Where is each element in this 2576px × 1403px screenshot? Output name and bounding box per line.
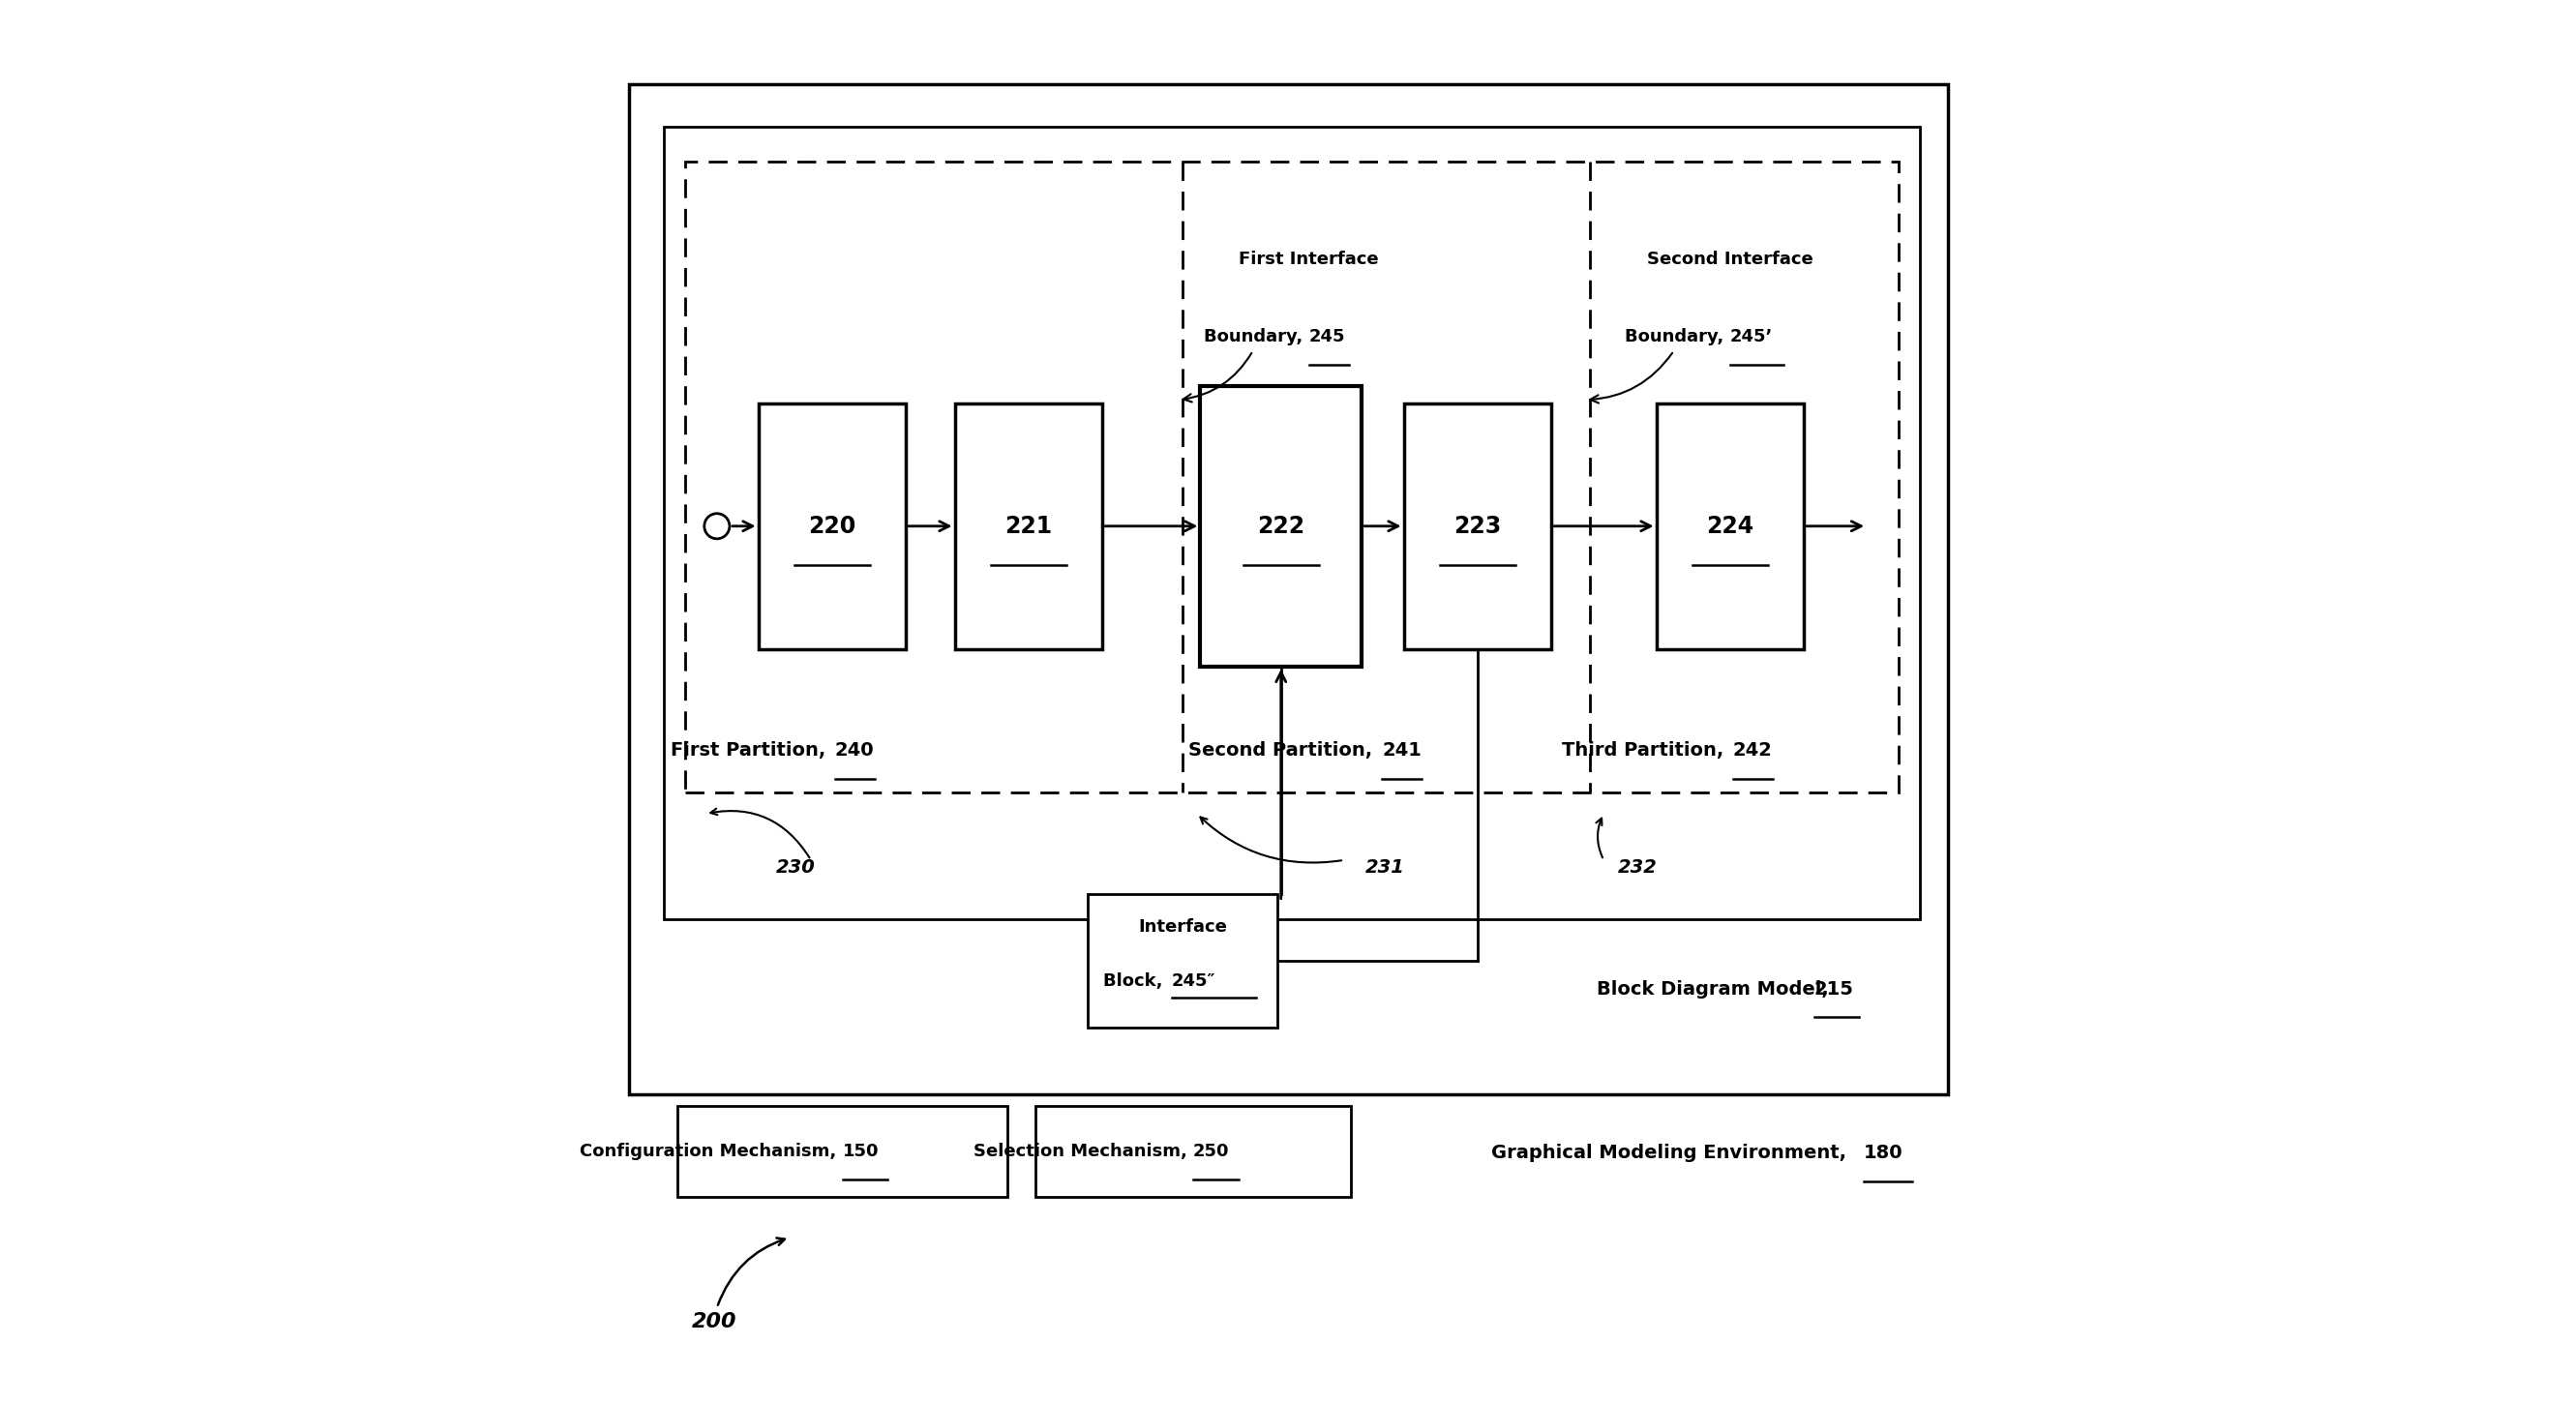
Text: 180: 180 (1862, 1143, 1904, 1163)
Text: 215: 215 (1814, 979, 1855, 999)
Text: Selection Mechanism,: Selection Mechanism, (974, 1142, 1193, 1160)
Text: 245: 245 (1309, 328, 1345, 345)
Text: Block Diagram Model,: Block Diagram Model, (1597, 979, 1834, 999)
Bar (677, 1106, 1007, 1197)
Text: 224: 224 (1705, 515, 1754, 537)
Text: Third Partition,: Third Partition, (1561, 741, 1731, 760)
Text: Boundary,: Boundary, (1203, 328, 1309, 345)
Bar (1036, 1106, 1352, 1197)
Text: 200: 200 (693, 1312, 737, 1331)
Text: 231: 231 (1365, 857, 1404, 877)
Text: 220: 220 (809, 515, 855, 537)
Text: Second Interface: Second Interface (1646, 251, 1814, 268)
Text: Block,: Block, (1103, 972, 1170, 989)
Bar (1404, 404, 1551, 648)
Text: Configuration Mechanism,: Configuration Mechanism, (580, 1142, 842, 1160)
Text: Interface: Interface (1139, 919, 1226, 936)
Bar (1656, 404, 1803, 648)
Bar (956, 404, 1103, 648)
Text: 221: 221 (1005, 515, 1051, 537)
Text: Second Partition,: Second Partition, (1188, 741, 1378, 760)
Text: First Partition,: First Partition, (670, 741, 832, 760)
Bar (757, 404, 907, 648)
Text: 242: 242 (1734, 741, 1772, 760)
Text: 150: 150 (842, 1142, 878, 1160)
Bar (685, 161, 1899, 793)
Text: 232: 232 (1618, 857, 1656, 877)
Text: 245″: 245″ (1172, 972, 1216, 989)
Text: 222: 222 (1257, 515, 1306, 537)
Text: 250: 250 (1193, 1142, 1229, 1160)
Bar (1200, 386, 1363, 666)
Text: 223: 223 (1453, 515, 1502, 537)
Text: First Interface: First Interface (1239, 251, 1378, 268)
Text: Boundary,: Boundary, (1625, 328, 1731, 345)
Text: 230: 230 (775, 857, 817, 877)
Bar (629, 84, 1947, 1094)
Bar (665, 126, 1919, 919)
Text: Graphical Modeling Environment,: Graphical Modeling Environment, (1492, 1143, 1852, 1163)
Bar (1087, 895, 1278, 1027)
Text: 245’: 245’ (1731, 328, 1772, 345)
Text: 240: 240 (835, 741, 873, 760)
Text: 241: 241 (1381, 741, 1422, 760)
